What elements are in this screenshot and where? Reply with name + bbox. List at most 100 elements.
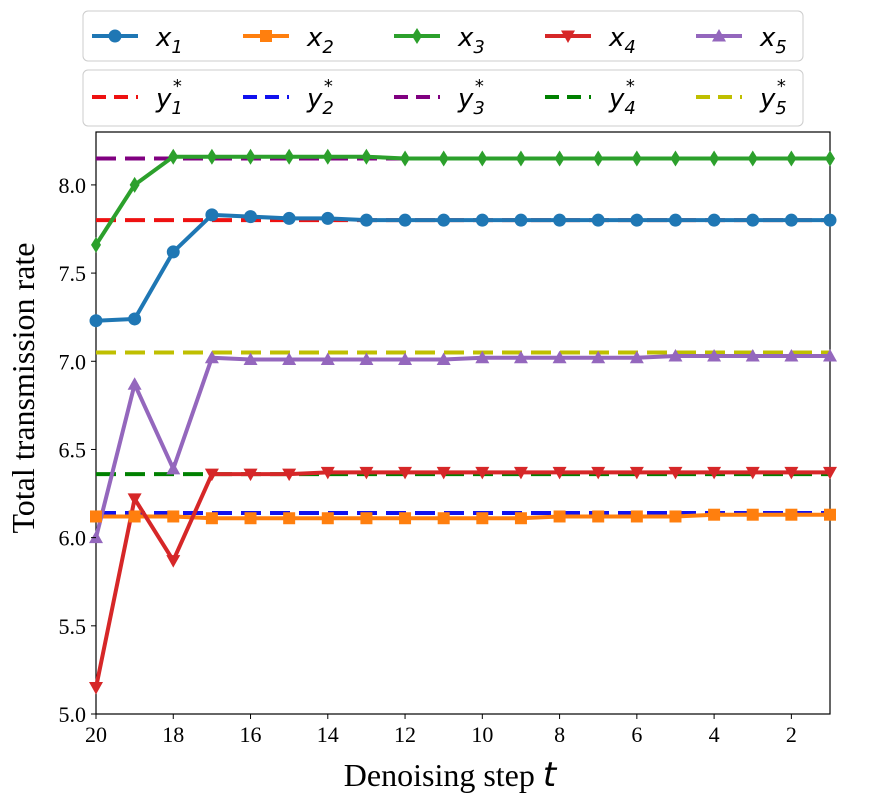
legend-entry-x5: x5 bbox=[696, 23, 787, 58]
point-x1-t19 bbox=[128, 312, 142, 326]
point-x3-t17 bbox=[206, 148, 217, 165]
point-x1-t13 bbox=[359, 213, 373, 227]
series-markers bbox=[89, 148, 837, 695]
point-x5-t4 bbox=[707, 348, 722, 362]
legend-entry-x3: x3 bbox=[394, 23, 485, 58]
point-x5-t17 bbox=[204, 350, 219, 364]
point-x4-t15 bbox=[282, 468, 297, 482]
point-x1-t10 bbox=[475, 213, 489, 227]
point-x4-t8 bbox=[552, 466, 567, 480]
point-x1-t8 bbox=[553, 213, 567, 227]
legend-label-sub: 2 bbox=[322, 37, 333, 58]
legend-label-sub: 4 bbox=[624, 98, 635, 119]
legend-label-name: y bbox=[457, 84, 474, 114]
point-x3-t6 bbox=[631, 150, 642, 167]
point-x4-t11 bbox=[436, 466, 451, 480]
y-tick-label: 6.0 bbox=[59, 526, 87, 551]
point-x5-t5 bbox=[668, 348, 683, 362]
point-x3-t1 bbox=[825, 150, 835, 167]
x-axis-label-text: Denoising step bbox=[344, 757, 535, 793]
legend-swatch-marker bbox=[260, 30, 272, 42]
x-axis-label-variable: t bbox=[543, 755, 558, 795]
point-x1-t17 bbox=[205, 208, 219, 222]
point-x4-t17 bbox=[204, 468, 219, 482]
legend-label-sub: 1 bbox=[171, 37, 182, 58]
point-x2-t13 bbox=[360, 512, 373, 525]
y-tick-label: 6.5 bbox=[59, 437, 87, 462]
legend-label-y5: y5* bbox=[759, 76, 787, 119]
legend-label-name: y bbox=[155, 84, 172, 114]
point-x1-t15 bbox=[282, 211, 296, 225]
point-x1-t12 bbox=[398, 213, 412, 227]
point-x2-t12 bbox=[399, 512, 412, 525]
point-x5-t15 bbox=[282, 352, 297, 366]
legend-label-y1: y1* bbox=[155, 76, 183, 119]
point-x1-t11 bbox=[437, 213, 451, 227]
point-x4-t14 bbox=[320, 466, 335, 480]
legend-label-name: y bbox=[608, 84, 625, 114]
legend-label-sub: 3 bbox=[473, 37, 484, 58]
legend-label-sub: 3 bbox=[473, 98, 484, 119]
point-x4-t2 bbox=[784, 466, 799, 480]
point-x2-t4 bbox=[708, 508, 721, 521]
x-tick-label: 14 bbox=[317, 722, 339, 747]
point-x3-t10 bbox=[477, 150, 488, 167]
legend-label-name: y bbox=[306, 84, 323, 114]
point-x2-t9 bbox=[514, 512, 527, 525]
legend-label-y4: y4* bbox=[608, 76, 636, 119]
point-x5-t19 bbox=[127, 377, 142, 390]
legend-swatch-marker bbox=[561, 30, 575, 43]
x-tick-label: 18 bbox=[162, 722, 184, 747]
point-x5-t1 bbox=[823, 348, 837, 362]
point-x1-t14 bbox=[321, 211, 335, 225]
point-x3-t8 bbox=[554, 150, 565, 167]
legend-reference-box bbox=[82, 69, 804, 127]
legend-label-sub: 2 bbox=[322, 98, 333, 119]
legend-swatch-marker bbox=[712, 29, 726, 42]
legend-entry-y5: y5* bbox=[696, 76, 787, 119]
point-x5-t6 bbox=[629, 350, 644, 364]
point-x3-t12 bbox=[400, 150, 411, 167]
series-line-x4 bbox=[94, 470, 830, 688]
point-x1-t9 bbox=[514, 213, 528, 227]
point-x1-t6 bbox=[630, 213, 644, 227]
legend-label-name: y bbox=[759, 84, 776, 114]
point-x5-t9 bbox=[513, 350, 528, 364]
point-x5-t11 bbox=[436, 352, 451, 366]
point-x1-t1 bbox=[823, 213, 837, 227]
point-x5-t13 bbox=[359, 352, 374, 366]
point-x3-t15 bbox=[284, 148, 295, 165]
point-x3-t20 bbox=[91, 236, 101, 253]
point-x3-t18 bbox=[168, 148, 179, 165]
point-x2-t10 bbox=[476, 512, 489, 525]
legend-label-sub: 4 bbox=[624, 37, 635, 58]
x-tick-label: 4 bbox=[709, 722, 720, 747]
legend-label-x4: x4 bbox=[608, 23, 636, 58]
point-x4-t12 bbox=[398, 466, 413, 480]
legend-label-sup: * bbox=[173, 76, 182, 97]
legend-entry-y2: y2* bbox=[243, 76, 334, 119]
series-line-x2 bbox=[96, 512, 830, 521]
point-x3-t14 bbox=[322, 148, 333, 165]
point-x4-t13 bbox=[359, 466, 374, 480]
legend-label-sub: 1 bbox=[171, 98, 182, 119]
legend-label-x1: x1 bbox=[155, 23, 183, 58]
x-axis-ticks: 20 18 16 14 12 10 8 6 4 2 bbox=[85, 714, 797, 747]
y-tick-label: 5.0 bbox=[59, 702, 87, 727]
point-x3-t16 bbox=[245, 148, 256, 165]
point-x2-t5 bbox=[669, 510, 682, 523]
point-x5-t7 bbox=[591, 350, 606, 364]
point-x3-t13 bbox=[361, 148, 372, 165]
point-x2-t18 bbox=[167, 510, 180, 523]
point-x2-t2 bbox=[785, 508, 798, 521]
point-x2-t3 bbox=[746, 508, 759, 521]
legend-label-x2: x2 bbox=[306, 23, 334, 58]
point-x2-t17 bbox=[205, 512, 218, 525]
point-x4-t4 bbox=[707, 466, 722, 480]
legend-entry-y3: y3* bbox=[394, 76, 485, 119]
legend-entry-x1: x1 bbox=[92, 23, 183, 58]
y-tick-label: 5.5 bbox=[59, 614, 87, 639]
legend-label-sup: * bbox=[626, 76, 635, 97]
legend-entry-y4: y4* bbox=[545, 76, 636, 119]
y-tick-label: 7.5 bbox=[59, 261, 87, 286]
